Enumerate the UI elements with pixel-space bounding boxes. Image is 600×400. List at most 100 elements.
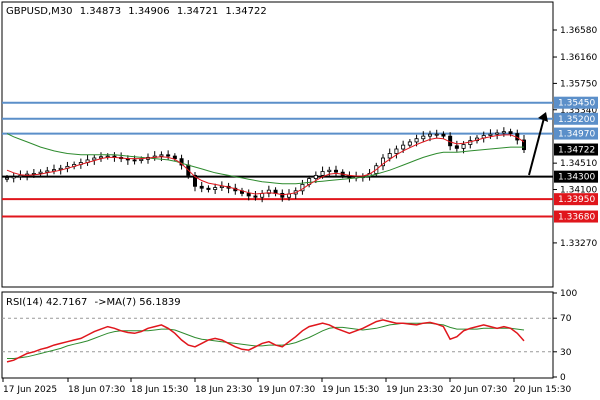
candle-body-49 (333, 169, 338, 173)
level-badges: 1.35450 1.35200 1.34970 1.34300 1.33950 1.336… (554, 96, 598, 223)
time-tick-label-8: 20 Jun 15:30 (514, 385, 571, 395)
time-tick-label-4: 19 Jun 07:30 (258, 385, 315, 395)
time-tick-label-2: 18 Jun 15:30 (131, 385, 188, 395)
low-value: 1.34721 (177, 6, 218, 17)
candle-body-57 (387, 153, 392, 159)
candle-body-56 (380, 157, 385, 167)
level-badge-1 (554, 112, 598, 125)
price-axis: 1.36580 1.36160 1.35750 1.35340 1.34510 1.341… (553, 26, 597, 249)
level-badge-label-5: 1.33680 (558, 213, 595, 223)
high-value: 1.34906 (128, 6, 169, 17)
level-badge-label-0: 1.35450 (558, 99, 595, 109)
rsi-line (6, 319, 525, 363)
level-badge-4 (554, 193, 598, 206)
candle-body-19 (132, 159, 137, 162)
level-badge-3 (554, 170, 598, 183)
candle-body-75 (508, 131, 513, 134)
candle-body-65 (441, 133, 446, 137)
time-tick-label-3: 18 Jun 23:30 (195, 385, 252, 395)
rsi-axis: 100 70 30 0 (553, 289, 577, 383)
candle-body-47 (320, 171, 325, 176)
price-levels (2, 101, 553, 218)
candle-body-20 (139, 158, 144, 161)
price-panel: GBPUSD,M30 1.34873 1.34906 1.34721 1.347… (1, 1, 598, 288)
candle-body-31 (213, 187, 218, 190)
rsi-tick-label-0: 100 (560, 289, 577, 299)
candle-body-5 (38, 171, 43, 174)
price-tick-label-0: 1.36580 (560, 26, 597, 36)
level-badge-label-4: 1.33950 (558, 195, 595, 205)
candle-body-32 (219, 185, 224, 188)
candle-body-63 (427, 133, 432, 137)
forecast-arrowhead (538, 112, 548, 122)
time-tick-label-5: 19 Jun 15:30 (322, 385, 379, 395)
candle-body-0 (5, 177, 10, 180)
symbol-label: GBPUSD,M30 (6, 6, 73, 17)
rsi-tick-label-3: 0 (560, 373, 566, 383)
candle-body-41 (280, 192, 285, 198)
candle-body-68 (461, 144, 466, 149)
level-badge-label-1: 1.35200 (558, 115, 595, 125)
candle-body-46 (313, 174, 318, 179)
candle-body-58 (394, 148, 399, 154)
candle-body-2 (18, 174, 23, 178)
candle-body-48 (327, 169, 332, 172)
candle-body-77 (522, 139, 527, 151)
rsi-tick-label-1: 70 (560, 314, 572, 324)
current-price-badge (554, 143, 598, 156)
time-tick-label-7: 20 Jun 07:30 (450, 385, 507, 395)
level-badge-5 (554, 210, 598, 223)
level-badge-label-2: 1.34970 (558, 130, 595, 140)
candle-body-1 (11, 176, 16, 179)
candle-body-73 (495, 132, 500, 135)
candle-body-72 (488, 133, 493, 136)
candle-body-24 (166, 154, 171, 157)
price-tick-label-4: 1.34510 (560, 159, 597, 169)
candle-body-7 (52, 169, 57, 172)
time-tick-label-0: 17 Jun 2025 (3, 385, 57, 395)
candle-body-26 (179, 158, 184, 166)
candle-body-29 (199, 185, 204, 189)
rsi-header: RSI(14) 42.7167 ->MA(7) 56.1839 (6, 297, 181, 308)
candle-body-37 (253, 195, 258, 198)
candle-body-25 (172, 155, 177, 160)
candle-body-23 (159, 154, 164, 157)
price-panel-frame (1, 1, 554, 288)
time-axis: 17 Jun 2025 18 Jun 07:30 18 Jun 15:30 18 Ju… (2, 378, 571, 395)
candle-body-39 (266, 189, 271, 194)
candle-body-30 (206, 187, 211, 190)
ma-slow-line (6, 133, 524, 185)
price-tick-label-1: 1.36160 (560, 53, 597, 63)
candle-body-67 (454, 145, 459, 149)
level-badge-0 (554, 96, 598, 109)
rsi-levels (2, 317, 553, 353)
level-badge-label-3: 1.34300 (558, 173, 595, 183)
price-tick-label-2: 1.35750 (560, 79, 597, 89)
candle-body-62 (421, 135, 426, 140)
candle-body-8 (58, 167, 63, 170)
time-tick-label-6: 19 Jun 23:30 (386, 385, 443, 395)
candle-body-28 (192, 174, 197, 187)
candle-body-6 (45, 170, 50, 173)
price-tick-label-6: 1.33270 (560, 239, 597, 249)
current-price-label: 1.34722 (558, 146, 595, 156)
time-tick-label-1: 18 Jun 07:30 (68, 385, 125, 395)
rsi-ma-label: ->MA(7) 56.1839 (95, 297, 181, 308)
price-tick-label-5: 1.34100 (560, 186, 597, 196)
rsi-panel-frame (1, 291, 554, 379)
open-value: 1.34873 (80, 6, 121, 17)
rsi-tick-label-2: 30 (560, 348, 572, 358)
candle-body-64 (434, 133, 439, 136)
close-value: 1.34722 (225, 6, 266, 17)
rsi-panel: RSI(14) 42.7167 ->MA(7) 56.1839 100 70 30 0 (1, 289, 577, 383)
level-badge-2 (554, 127, 598, 140)
candle-body-59 (401, 144, 406, 150)
rsi-label: RSI(14) 42.7167 (6, 297, 87, 308)
candle-body-61 (414, 138, 419, 143)
chart-header: GBPUSD,M30 1.34873 1.34906 1.34721 1.347… (6, 6, 267, 17)
candle-body-60 (407, 141, 412, 146)
ma-fast-line (6, 134, 525, 196)
price-tick-label-3: 1.35340 (560, 106, 597, 116)
candle-body-74 (501, 131, 506, 134)
